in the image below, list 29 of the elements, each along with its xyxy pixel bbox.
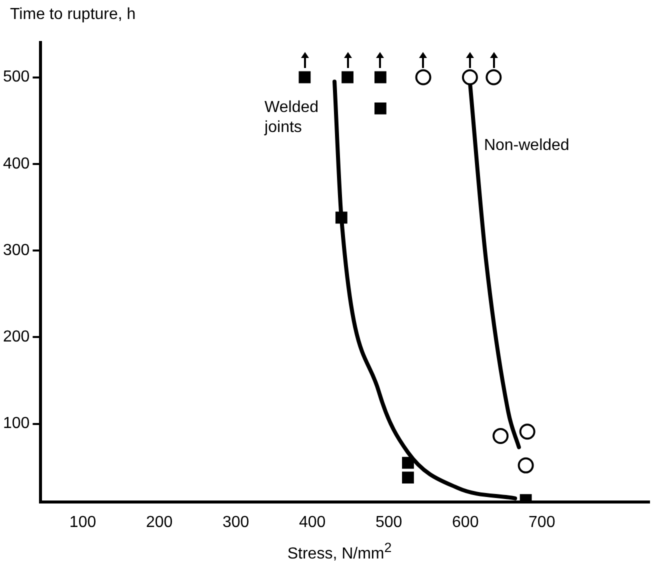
point — [415, 69, 432, 86]
point — [486, 69, 502, 86]
y-tick-label: 300 — [2, 242, 30, 259]
series-label: Non-welded — [484, 136, 570, 154]
point — [342, 71, 354, 84]
series-label: Welded joints — [264, 98, 319, 136]
x-tick-label: 700 — [528, 514, 556, 531]
point — [402, 472, 414, 484]
point — [402, 456, 414, 469]
point — [492, 428, 509, 444]
point — [374, 71, 386, 84]
x-tick-label: 200 — [146, 514, 173, 531]
point — [335, 212, 348, 224]
y-tick-label: 500 — [2, 68, 30, 86]
x-tick-label: 100 — [69, 514, 96, 531]
x-tick-label: 300 — [222, 514, 250, 531]
x-axis-title: Stress, N/mm$^{2}$ — [286, 540, 393, 564]
x-tick-label: 600 — [452, 514, 479, 531]
point — [519, 424, 536, 440]
point — [374, 102, 386, 114]
point — [298, 71, 311, 84]
y-tick-label: 100 — [2, 415, 30, 432]
x-tick-label: 400 — [298, 514, 326, 531]
y-axis-title: Time to rupture, h — [10, 6, 136, 24]
x-tick-label: 500 — [375, 514, 402, 531]
point — [462, 69, 478, 86]
point — [518, 457, 534, 474]
y-tick-label: 400 — [2, 155, 30, 172]
y-tick-label: 200 — [2, 328, 30, 346]
